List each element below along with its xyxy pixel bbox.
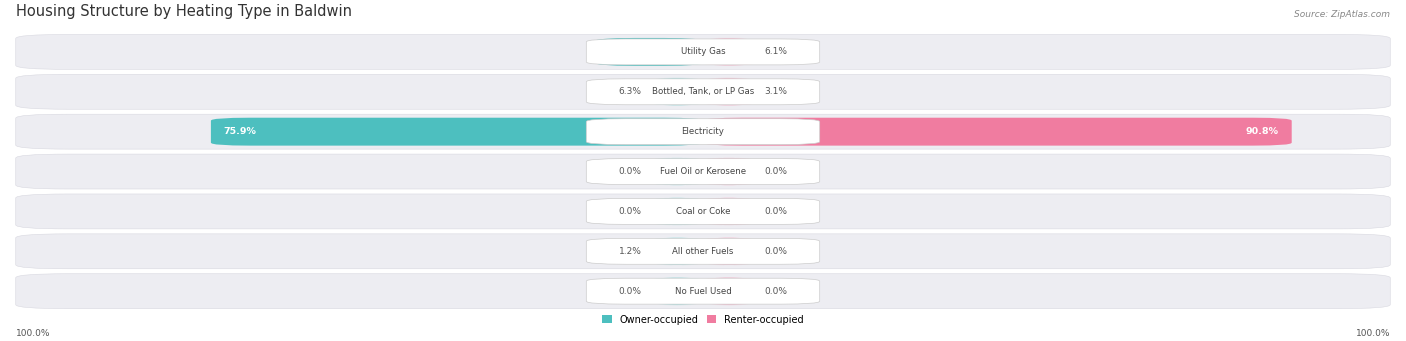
FancyBboxPatch shape	[651, 78, 703, 106]
FancyBboxPatch shape	[703, 118, 1292, 146]
Text: 16.6%: 16.6%	[609, 47, 641, 56]
FancyBboxPatch shape	[586, 238, 820, 264]
FancyBboxPatch shape	[211, 118, 703, 146]
FancyBboxPatch shape	[586, 39, 820, 65]
Text: 1.2%: 1.2%	[619, 247, 641, 256]
FancyBboxPatch shape	[595, 38, 703, 66]
Text: 0.0%: 0.0%	[765, 207, 787, 216]
Text: 6.3%: 6.3%	[619, 87, 641, 96]
FancyBboxPatch shape	[15, 74, 1391, 109]
FancyBboxPatch shape	[703, 158, 755, 186]
Text: Fuel Oil or Kerosene: Fuel Oil or Kerosene	[659, 167, 747, 176]
Text: 90.8%: 90.8%	[1246, 127, 1278, 136]
FancyBboxPatch shape	[703, 38, 755, 66]
Text: 0.0%: 0.0%	[619, 167, 641, 176]
Text: 0.0%: 0.0%	[765, 247, 787, 256]
FancyBboxPatch shape	[586, 278, 820, 304]
FancyBboxPatch shape	[586, 119, 820, 145]
FancyBboxPatch shape	[586, 198, 820, 224]
FancyBboxPatch shape	[15, 194, 1391, 229]
Text: 0.0%: 0.0%	[765, 167, 787, 176]
Text: 75.9%: 75.9%	[224, 127, 257, 136]
FancyBboxPatch shape	[703, 237, 755, 265]
Text: Utility Gas: Utility Gas	[681, 47, 725, 56]
Text: 3.1%: 3.1%	[765, 87, 787, 96]
FancyBboxPatch shape	[15, 114, 1391, 149]
Text: Housing Structure by Heating Type in Baldwin: Housing Structure by Heating Type in Bal…	[15, 4, 352, 19]
Legend: Owner-occupied, Renter-occupied: Owner-occupied, Renter-occupied	[599, 311, 807, 329]
Text: 0.0%: 0.0%	[619, 207, 641, 216]
FancyBboxPatch shape	[651, 158, 703, 186]
Text: 100.0%: 100.0%	[15, 329, 51, 338]
Text: Bottled, Tank, or LP Gas: Bottled, Tank, or LP Gas	[652, 87, 754, 96]
FancyBboxPatch shape	[703, 277, 755, 305]
FancyBboxPatch shape	[703, 78, 755, 106]
FancyBboxPatch shape	[651, 277, 703, 305]
FancyBboxPatch shape	[586, 159, 820, 184]
Text: Coal or Coke: Coal or Coke	[676, 207, 730, 216]
Text: Electricity: Electricity	[682, 127, 724, 136]
Text: All other Fuels: All other Fuels	[672, 247, 734, 256]
Text: 6.1%: 6.1%	[765, 47, 787, 56]
FancyBboxPatch shape	[15, 34, 1391, 69]
FancyBboxPatch shape	[651, 197, 703, 225]
FancyBboxPatch shape	[15, 274, 1391, 309]
FancyBboxPatch shape	[586, 79, 820, 105]
FancyBboxPatch shape	[15, 234, 1391, 269]
FancyBboxPatch shape	[703, 197, 755, 225]
Text: 100.0%: 100.0%	[1355, 329, 1391, 338]
Text: 0.0%: 0.0%	[765, 287, 787, 296]
Text: Source: ZipAtlas.com: Source: ZipAtlas.com	[1295, 10, 1391, 19]
FancyBboxPatch shape	[651, 237, 703, 265]
Text: No Fuel Used: No Fuel Used	[675, 287, 731, 296]
FancyBboxPatch shape	[15, 154, 1391, 189]
Text: 0.0%: 0.0%	[619, 287, 641, 296]
